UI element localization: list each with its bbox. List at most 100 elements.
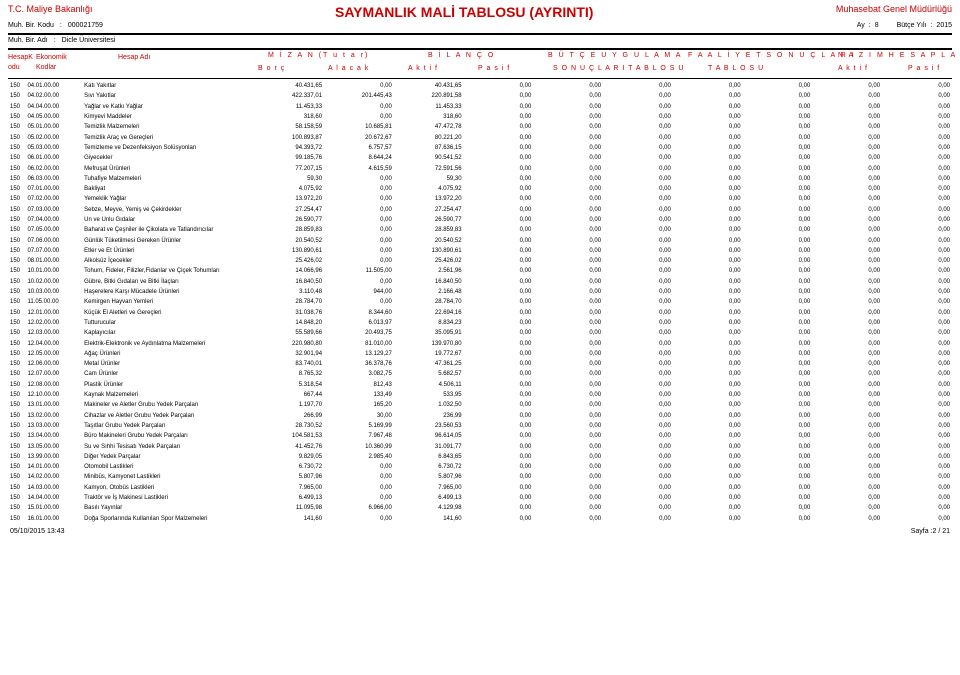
cell-value: 0,00 — [603, 194, 673, 204]
cell-kod: 150 — [8, 184, 25, 194]
cell-value: 0,00 — [533, 369, 603, 379]
cell-ek: 13.04.00.00 — [25, 431, 82, 441]
cell-value: 2.166,48 — [394, 287, 464, 297]
ay-label: Ay — [857, 22, 865, 29]
cell-value: 0,00 — [812, 153, 882, 163]
cell-value: 130.890,61 — [394, 246, 464, 256]
cell-value: 0,00 — [882, 153, 952, 163]
cell-value: 0,00 — [882, 462, 952, 472]
table-row: 15012.03.00.00Kaplayıcılar55.589,6620.49… — [8, 328, 952, 338]
cell-value: 0,00 — [603, 369, 673, 379]
colon: : — [869, 22, 871, 29]
cell-value: 0,00 — [324, 81, 394, 91]
cell-value: 0,00 — [673, 235, 743, 245]
cell-kod: 150 — [8, 308, 25, 318]
cell-value: 7.965,00 — [394, 483, 464, 493]
cell-value: 0,00 — [464, 163, 534, 173]
cell-value: 40.431,65 — [394, 81, 464, 91]
cell-value: 0,00 — [812, 390, 882, 400]
divider — [8, 33, 952, 35]
cell-value: 0,00 — [812, 441, 882, 451]
cell-value: 0,00 — [743, 452, 813, 462]
cell-value: 0,00 — [673, 431, 743, 441]
cell-ek: 07.04.00.00 — [25, 215, 82, 225]
cell-value: 0,00 — [603, 513, 673, 523]
cell-value: 220.891,58 — [394, 91, 464, 101]
table-row: 15013.04.00.00Büro Makineleri Grubu Yede… — [8, 431, 952, 441]
cell-adi: Yağlar ve Katkı Yağlar — [82, 102, 254, 112]
cell-value: 0,00 — [603, 246, 673, 256]
cell-value: 0,00 — [812, 194, 882, 204]
cell-value: 7.967,48 — [324, 431, 394, 441]
cell-ek: 06.01.00.00 — [25, 153, 82, 163]
cell-value: 6.843,65 — [394, 452, 464, 462]
butce-label: Bütçe Yılı — [897, 22, 927, 29]
cell-value: 0,00 — [812, 235, 882, 245]
cell-value: 201.445,43 — [324, 91, 394, 101]
table-row: 15013.01.00.00Makineler ve Aletler Grubu… — [8, 400, 952, 410]
cell-value: 0,00 — [603, 81, 673, 91]
cell-value: 0,00 — [743, 369, 813, 379]
cell-value: 0,00 — [882, 400, 952, 410]
table-row: 15010.01.00.00Tohum, Fideler, Filizler,F… — [8, 266, 952, 276]
cell-ek: 07.02.00.00 — [25, 194, 82, 204]
cell-value: 0,00 — [882, 122, 952, 132]
cell-value: 0,00 — [812, 277, 882, 287]
cell-value: 0,00 — [673, 266, 743, 276]
cell-value: 0,00 — [533, 431, 603, 441]
cell-value: 0,00 — [673, 441, 743, 451]
table-row: 15011.05.00.00Kemirgen Hayvan Yemleri28.… — [8, 297, 952, 307]
cell-kod: 150 — [8, 174, 25, 184]
table-row: 15014.04.00.00Traktör ve İş Makinesi Las… — [8, 493, 952, 503]
cell-value: 0,00 — [882, 143, 952, 153]
cell-value: 0,00 — [882, 318, 952, 328]
cell-value: 87.636,15 — [394, 143, 464, 153]
cell-value: 3.082,75 — [324, 369, 394, 379]
divider — [8, 78, 952, 79]
cell-value: 0,00 — [743, 462, 813, 472]
table-row: 15007.01.00.00Bakliyat4.075,920,004.075,… — [8, 184, 952, 194]
cell-value: 812,43 — [324, 380, 394, 390]
cell-ek: 12.10.00.00 — [25, 390, 82, 400]
cell-adi: Plastik Ürünler — [82, 380, 254, 390]
cell-adi: Küçük El Aletleri ve Gereçleri — [82, 308, 254, 318]
cell-value: 0,00 — [812, 205, 882, 215]
cell-adi: Mefruşat Ürünleri — [82, 163, 254, 173]
cell-value: 0,00 — [533, 380, 603, 390]
cell-value: 0,00 — [603, 421, 673, 431]
cell-value: 0,00 — [812, 225, 882, 235]
cell-value: 0,00 — [812, 266, 882, 276]
cell-adi: Su ve Sıhhi Tesisatı Yedek Parçaları — [82, 441, 254, 451]
cell-value: 0,00 — [464, 235, 534, 245]
cell-value: 0,00 — [882, 493, 952, 503]
sub-aktif: A k t i f — [408, 65, 438, 72]
cell-value: 0,00 — [743, 483, 813, 493]
cell-value: 318,60 — [394, 112, 464, 122]
cell-value: 0,00 — [464, 112, 534, 122]
cell-value: 0,00 — [603, 91, 673, 101]
cell-value: 0,00 — [743, 91, 813, 101]
cell-value: 0,00 — [673, 194, 743, 204]
cell-value: 59,30 — [394, 174, 464, 184]
cell-value: 0,00 — [603, 256, 673, 266]
cell-value: 59,30 — [254, 174, 324, 184]
cell-value: 28.730,52 — [254, 421, 324, 431]
cell-value: 0,00 — [324, 493, 394, 503]
cell-value: 0,00 — [324, 462, 394, 472]
cell-value: 0,00 — [603, 318, 673, 328]
cell-value: 0,00 — [743, 163, 813, 173]
cell-kod: 150 — [8, 369, 25, 379]
cell-value: 8.765,32 — [254, 369, 324, 379]
cell-value: 0,00 — [812, 472, 882, 482]
grp-nazim: N A Z I M H E S A P L A R — [838, 52, 960, 59]
cell-value: 0,00 — [743, 400, 813, 410]
cell-value: 0,00 — [324, 277, 394, 287]
cell-value: 0,00 — [743, 184, 813, 194]
cell-value: 0,00 — [324, 102, 394, 112]
cell-value: 0,00 — [882, 112, 952, 122]
cell-value: 77.207,15 — [254, 163, 324, 173]
cell-value: 0,00 — [324, 174, 394, 184]
cell-ek: 05.03.00.00 — [25, 143, 82, 153]
cell-value: 0,00 — [812, 338, 882, 348]
cell-value: 10.360,99 — [324, 441, 394, 451]
